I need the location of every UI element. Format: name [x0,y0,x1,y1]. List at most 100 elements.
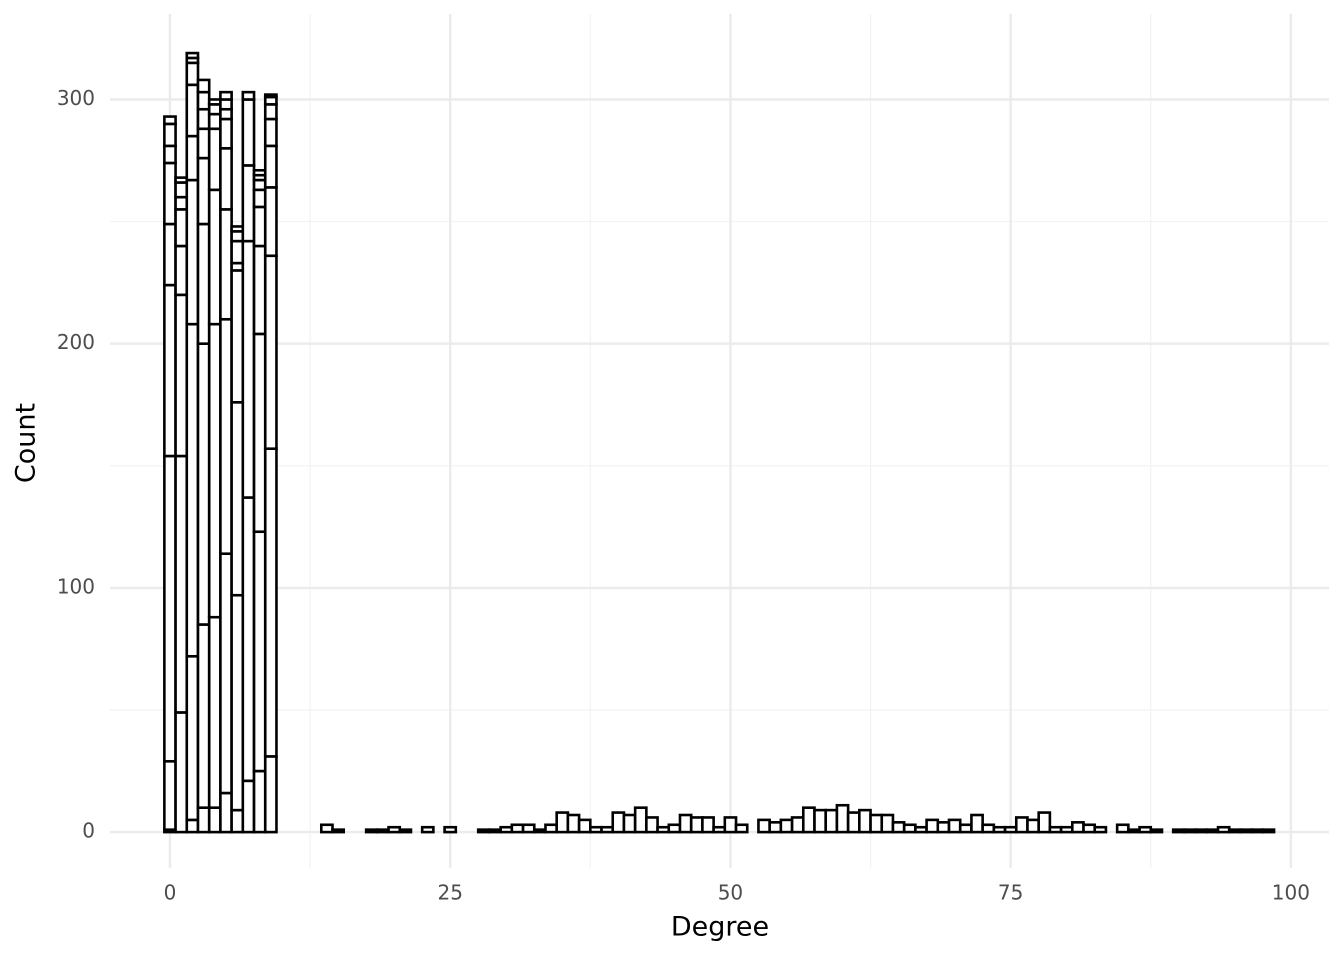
bar-segment [1093,825,1108,834]
bar-segment [992,825,1007,834]
bar-segment [163,115,177,126]
bar-segment [252,769,267,834]
bar-segment [1250,828,1265,834]
bar-segment [1071,821,1085,834]
bar-segment [163,222,177,287]
bar-segment [230,269,245,404]
bar-segment [241,496,256,783]
bar-segment [241,90,256,101]
bar-segment [263,103,278,121]
bar-segment [263,186,278,258]
bar-segment [207,322,222,619]
bar-segment [174,176,189,184]
bar-segment [499,825,514,834]
x-tick-label: 0 [164,881,177,905]
bar-segment [252,244,267,336]
bar-segment [185,61,200,87]
bar-segment [364,828,379,834]
bar-segment [869,813,884,834]
bar-segment [219,791,233,834]
bar-segment [701,816,715,834]
bar-segment [510,823,525,834]
x-axis-title: Degree [671,912,769,943]
bar-segment [185,654,200,822]
bar-segment [230,225,245,233]
bar-segment [420,825,435,834]
bar-segment [163,161,177,226]
bar-segment [734,823,749,834]
bar-segment [1082,823,1097,834]
bar-segment [219,208,233,321]
bar-segment [219,107,233,121]
bar-segment [645,816,659,834]
bar-segment [230,239,245,265]
bar-segment [1261,828,1276,834]
bar-segment [925,818,940,834]
bar-segment [555,811,570,834]
bar-segment [174,181,189,199]
bar-segment [263,755,278,834]
bar-segment [163,759,177,831]
bar-segment [1138,825,1153,834]
bar-segment [1014,816,1029,834]
bar-segment [532,828,547,834]
bar-segment [163,454,177,763]
bar-segment [1003,825,1018,834]
x-tick-label: 50 [718,881,743,905]
bar-segment [174,711,189,834]
bar-segment [858,808,872,834]
bar-segment [185,83,200,138]
bar-segment [577,818,592,834]
bar-segment [981,823,996,834]
bar-segment [1127,828,1141,834]
bar-segment [196,222,211,345]
bar-segment [196,107,211,131]
bar-segment [196,78,211,94]
bar-segment [801,806,816,834]
bar-segment [1239,828,1253,834]
bar-segment [488,828,502,834]
bar-segment [196,90,211,111]
bar-segment [398,828,413,834]
bar-segment [252,530,267,773]
bar-segment [219,117,233,150]
bar-segment [174,454,189,714]
bar-segment [219,90,233,101]
bar-segment [252,205,267,248]
bar-segment [846,811,861,834]
bar-segment [219,552,233,795]
bar-segment [656,825,671,834]
bar-segment [185,178,200,326]
bar-segment [219,317,233,556]
y-tick-label: 100 [57,574,95,598]
bar-segment [1183,828,1197,834]
bar-segment [387,825,402,834]
bar-segment [207,127,222,192]
bar-segment [319,823,334,834]
bar-segment [196,623,211,809]
bar-segment [1048,825,1063,834]
bar-segment [252,188,267,209]
bar-segment [476,828,491,834]
bar-segment [633,806,648,834]
bar-segment [813,808,828,834]
bar-segment [263,144,278,189]
bar-segment [600,825,615,834]
bar-segment [914,825,928,834]
bar-segment [241,239,256,499]
bar-segment [163,144,177,165]
bar-segment [622,813,637,834]
bar-segment [196,127,211,160]
bar-segment [723,816,738,834]
bar-segment [1194,828,1209,834]
bar-segment [219,98,233,111]
bar-segment [880,813,895,834]
bar-segment [1216,825,1231,834]
bar-segment [1205,828,1220,834]
bar-segment [174,244,189,297]
bar-segment [902,823,917,834]
bar-segment [958,823,973,834]
bar-segment [678,813,693,834]
bar-segment [252,168,267,177]
